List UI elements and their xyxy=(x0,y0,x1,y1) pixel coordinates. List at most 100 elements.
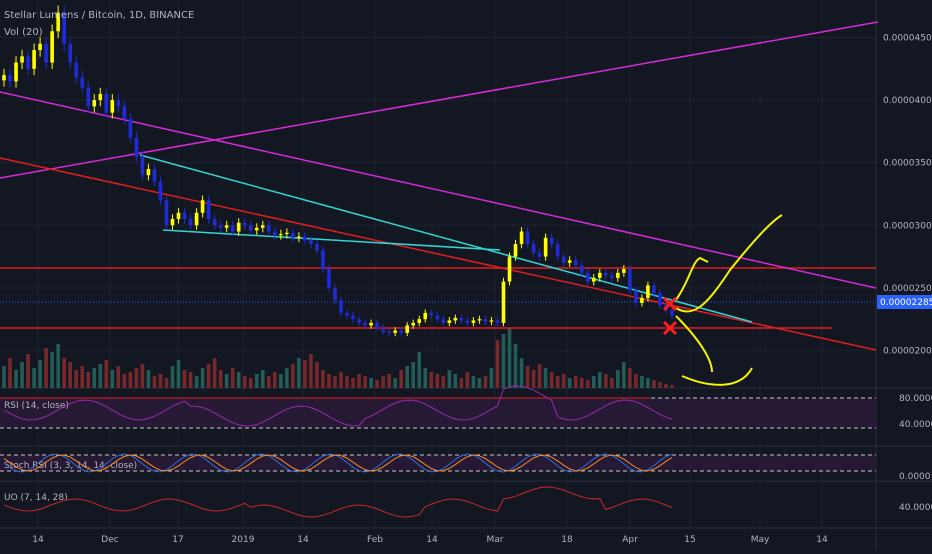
stoch-k-line xyxy=(3,453,673,473)
candle-body xyxy=(597,272,602,278)
candle-body xyxy=(519,231,524,245)
candle-body xyxy=(291,232,295,238)
volume-bar xyxy=(489,368,494,388)
candle-body xyxy=(573,260,578,266)
candle-body xyxy=(194,212,199,226)
candle-body xyxy=(585,272,590,282)
candle-body xyxy=(543,237,548,257)
volume-bar xyxy=(387,374,391,388)
volume-bar xyxy=(92,368,97,388)
cyan-base-trendline xyxy=(162,229,501,251)
candle-body xyxy=(477,319,482,321)
candle-body xyxy=(254,227,259,231)
candle-body xyxy=(236,222,241,232)
cyan-falling-trendline xyxy=(139,154,753,323)
magenta-rising-trendline xyxy=(0,21,879,179)
candle-body xyxy=(646,285,650,298)
volume-bar xyxy=(507,328,512,388)
price-axis-label: 0.00004000 xyxy=(883,96,932,106)
rsi-label: RSI (14, close) xyxy=(4,401,69,411)
candle-body xyxy=(273,231,277,236)
volume-bar xyxy=(26,354,30,388)
candle-body xyxy=(32,50,36,69)
volume-bar xyxy=(435,374,440,388)
candle-body xyxy=(242,222,247,226)
volume-bar xyxy=(603,374,608,388)
candle-body xyxy=(465,320,470,323)
volume-label: Vol (20) xyxy=(4,27,43,38)
volume-bar xyxy=(447,370,452,388)
volume-bar xyxy=(628,368,632,388)
volume-bar xyxy=(218,370,223,388)
volume-bar xyxy=(670,385,674,388)
volume-bar xyxy=(339,372,343,388)
price-axis-label: 0.00004500 xyxy=(883,34,932,44)
volume-bar xyxy=(375,380,379,388)
volume-bar xyxy=(664,384,668,388)
candle-body xyxy=(381,327,385,332)
volume-bar xyxy=(622,362,626,388)
candle-body xyxy=(285,232,289,235)
volume-bar xyxy=(158,374,163,388)
volume-bar xyxy=(363,376,367,388)
candle-body xyxy=(555,244,560,257)
volume-bar xyxy=(273,372,277,388)
volume-bar xyxy=(182,370,187,388)
candle-body xyxy=(447,320,452,323)
candle-body xyxy=(26,56,30,69)
candle-body xyxy=(104,93,109,113)
volume-bar xyxy=(266,376,271,388)
volume-bar xyxy=(116,366,121,388)
volume-bar xyxy=(206,364,211,388)
candle-body xyxy=(652,285,656,293)
volume-bar xyxy=(104,360,109,388)
volume-bar xyxy=(333,376,337,388)
candle-body xyxy=(603,272,608,276)
candle-body xyxy=(459,317,464,321)
volume-bar xyxy=(640,376,644,388)
stoch-axis-label: 0.0000 xyxy=(899,472,931,482)
candle-body xyxy=(80,77,85,88)
volume-bar xyxy=(128,372,133,388)
x-axis-label: Mar xyxy=(487,535,504,545)
volume-bar xyxy=(646,378,650,388)
candle-body xyxy=(86,87,91,107)
volume-bar xyxy=(74,370,79,388)
volume-bar xyxy=(585,380,590,388)
candle-body xyxy=(423,312,428,320)
candle-body xyxy=(200,200,205,213)
volume-bar xyxy=(393,378,397,388)
candle-body xyxy=(170,219,175,226)
volume-bar xyxy=(303,360,307,388)
volume-bar xyxy=(236,372,241,388)
candle-body xyxy=(591,277,596,282)
volume-bar xyxy=(170,366,175,388)
volume-bar xyxy=(537,364,542,388)
candle-body xyxy=(116,100,121,107)
candle-body xyxy=(616,272,620,278)
candle-body xyxy=(98,93,103,101)
candle-body xyxy=(309,240,313,245)
volume-bar xyxy=(616,370,620,388)
candle-body xyxy=(495,320,500,323)
x-axis-label: 2019 xyxy=(232,535,255,545)
red-x-marker-upper xyxy=(662,296,678,312)
candle-body xyxy=(435,315,440,320)
volume-bar xyxy=(152,376,157,388)
volume-bar xyxy=(634,374,638,388)
candle-body xyxy=(339,300,343,313)
volume-bar xyxy=(477,378,482,388)
candle-body xyxy=(507,256,512,282)
candle-body xyxy=(164,200,169,226)
rsi-band xyxy=(0,398,876,428)
volume-bar xyxy=(321,370,325,388)
candle-body xyxy=(351,315,355,320)
candle-body xyxy=(2,75,6,81)
candle-body xyxy=(279,234,283,236)
rsi-line xyxy=(3,385,673,427)
candle-body xyxy=(122,106,127,119)
hand-drawn-bounce-path xyxy=(681,367,753,386)
candle-body xyxy=(483,319,488,322)
